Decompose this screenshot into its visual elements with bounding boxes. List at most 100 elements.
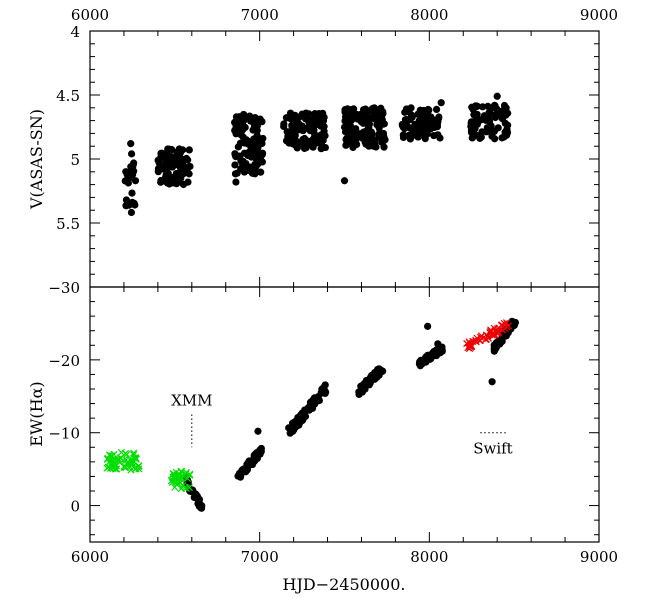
top-data-point (478, 128, 486, 136)
top-data-point (231, 161, 239, 169)
bottom-y-axis-label: EW(Hα) (27, 381, 46, 446)
bottom-data-point (121, 455, 129, 463)
top-data-point (252, 162, 260, 171)
top-data-point (430, 131, 438, 140)
bottom-data-point (192, 491, 200, 499)
bottom-data-point (296, 412, 304, 421)
top-data-point (182, 154, 191, 163)
bottom-data-point (429, 350, 437, 359)
top-data-point (379, 129, 388, 138)
top-data-point (131, 201, 139, 209)
top-data-point (437, 99, 445, 107)
top-data-point (473, 102, 481, 110)
top-data-point (345, 125, 353, 134)
top-data-point (360, 106, 368, 114)
bottom-data-point (171, 483, 179, 491)
top-data-point (477, 133, 485, 141)
top-data-point (301, 115, 310, 123)
top-data-point (288, 121, 296, 129)
top-data-point (479, 103, 487, 111)
top-data-point (232, 113, 241, 121)
top-data-point (498, 115, 507, 123)
top-data-point (302, 136, 311, 145)
top-data-point (352, 125, 360, 133)
bottom-data-point (464, 344, 472, 352)
bottom-data-point (178, 474, 186, 482)
bottom-data-point (475, 336, 484, 345)
top-data-point (468, 128, 476, 137)
top-data-point (372, 106, 381, 114)
top-data-point (167, 158, 175, 166)
bottom-data-point (435, 347, 443, 355)
top-data-point (295, 124, 303, 132)
tick-labels: 4 4.5 5 5.5 6000 7000 8000 9000 −30 −20 −10 0 6000 70… (48, 6, 618, 566)
top-x-tick-label: 7000 (241, 6, 279, 24)
bottom-data-point (500, 319, 509, 328)
top-panel-marks (121, 92, 512, 217)
top-x-tick-label: 8000 (410, 6, 448, 24)
bottom-data-point (257, 446, 265, 454)
top-x-tick-label: 6000 (71, 6, 109, 24)
bottom-data-point (182, 468, 190, 477)
top-data-point (125, 201, 133, 209)
top-data-point (240, 168, 249, 176)
bottom-x-tick-label: 6000 (71, 548, 109, 566)
bottom-data-point (109, 456, 117, 465)
top-data-point (405, 108, 413, 116)
top-data-point (343, 137, 351, 145)
bottom-y-tick-label: −20 (48, 352, 80, 370)
bottom-data-point (310, 394, 319, 402)
bottom-data-point (308, 404, 317, 412)
top-data-point (290, 137, 298, 145)
bottom-data-point (236, 471, 244, 479)
bottom-data-point (179, 482, 187, 490)
top-data-point (127, 150, 136, 158)
top-y-tick-label: 4.5 (56, 87, 80, 105)
top-data-point (491, 102, 499, 110)
top-data-point (284, 132, 292, 140)
top-data-point (420, 106, 428, 115)
axis-ticks (89, 30, 600, 542)
bottom-data-point (254, 427, 262, 435)
top-data-point (401, 116, 410, 124)
top-data-point (184, 178, 192, 186)
top-data-point (498, 109, 507, 117)
bottom-data-point (111, 462, 119, 470)
top-data-point (379, 108, 387, 116)
top-data-point (414, 110, 422, 118)
top-data-point (185, 146, 193, 154)
top-data-point (232, 178, 240, 186)
bottom-data-point (170, 475, 179, 483)
bottom-data-point (291, 423, 299, 431)
bottom-data-point (377, 368, 385, 376)
bottom-data-point (491, 331, 499, 339)
top-data-point (127, 208, 136, 217)
top-data-point (127, 140, 135, 148)
top-data-point (124, 179, 133, 187)
top-data-point (415, 121, 424, 129)
top-data-point (347, 116, 356, 124)
top-data-point (340, 177, 349, 185)
top-data-point (130, 167, 138, 175)
bottom-data-point (240, 465, 248, 473)
top-data-point (484, 102, 492, 110)
top-data-point (258, 118, 266, 126)
bottom-data-point (130, 449, 138, 457)
top-data-point (436, 134, 444, 142)
bottom-panel-marks (103, 317, 519, 512)
top-data-point (289, 112, 298, 120)
top-data-point (242, 159, 250, 168)
bottom-data-point (301, 412, 310, 420)
top-data-point (306, 126, 315, 134)
top-data-point (239, 116, 247, 124)
top-data-point (362, 130, 371, 138)
bottom-data-point (131, 465, 139, 473)
top-data-point (233, 169, 241, 177)
top-data-point (369, 142, 378, 150)
bottom-data-point (364, 377, 372, 386)
x-axis-label: HJD−2450000. (283, 575, 406, 594)
bottom-data-point (370, 375, 379, 383)
bottom-data-point (123, 450, 131, 459)
top-data-point (155, 159, 163, 167)
swift-annotation: Swift (473, 440, 513, 458)
